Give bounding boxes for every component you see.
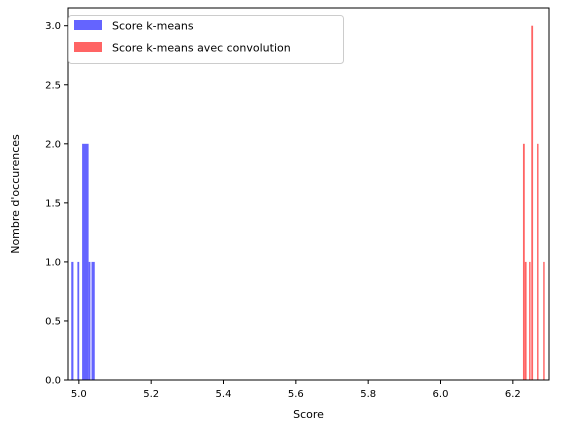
legend-swatch-kmeans [74,20,102,30]
y-axis-label: Nombre d'occurences [9,134,22,254]
bar-series-0-bin-4 [91,261,95,380]
x-tick-label: 5.4 [216,389,232,400]
x-tick-label: 5.2 [143,389,159,400]
bar-series-1-bin-3 [531,25,534,381]
x-tick-label: 5.6 [288,389,304,400]
legend-label-kmeans: Score k-means [112,20,194,33]
legend-box [68,15,344,64]
y-tick-label: 1.5 [45,198,61,209]
legend-label-kmeans-convolution: Score k-means avec convolution [112,42,291,55]
x-tick-label: 6.0 [433,389,449,400]
y-tick-label: 1.0 [45,257,61,268]
bar-series-1-bin-2 [529,261,531,380]
bar-series-1-bin-1 [524,261,527,380]
y-tick-label: 0.5 [45,316,61,327]
y-tick-label: 3.0 [45,21,61,32]
x-axis-label: Score [293,408,324,421]
bar-series-1-bin-4 [537,143,539,380]
y-tick-label: 2.5 [45,80,61,91]
bar-series-0-bin-3 [88,261,91,380]
y-axis-ticks: 0.0 0.5 1.0 1.5 2.0 2.5 3.0 [45,21,68,387]
bar-series-0-bin-0 [71,261,74,380]
x-axis-ticks: 5.0 5.2 5.4 5.6 5.8 6.0 6.2 [71,380,521,400]
y-tick-label: 2.0 [45,139,61,150]
x-tick-label: 5.0 [71,389,87,400]
bar-series-1-bin-5 [543,261,545,380]
plot-area: 5.0 5.2 5.4 5.6 5.8 6.0 6.2 0.0 0.5 1.0 1.5 2.0 2.5… [45,7,550,400]
x-tick-label: 6.2 [505,389,521,400]
bar-series-0-bin-1 [77,261,80,380]
x-tick-label: 5.8 [360,389,376,400]
legend-swatch-kmeans-convolution [74,42,102,52]
bar-series-1-bin-0 [522,143,525,380]
axes-frame [67,7,550,381]
legend: Score k-means Score k-means avec convolu… [68,15,344,64]
y-tick-label: 0.0 [45,376,61,387]
bar-series-0-bin-2 [82,143,89,380]
histogram-bars [71,25,545,381]
